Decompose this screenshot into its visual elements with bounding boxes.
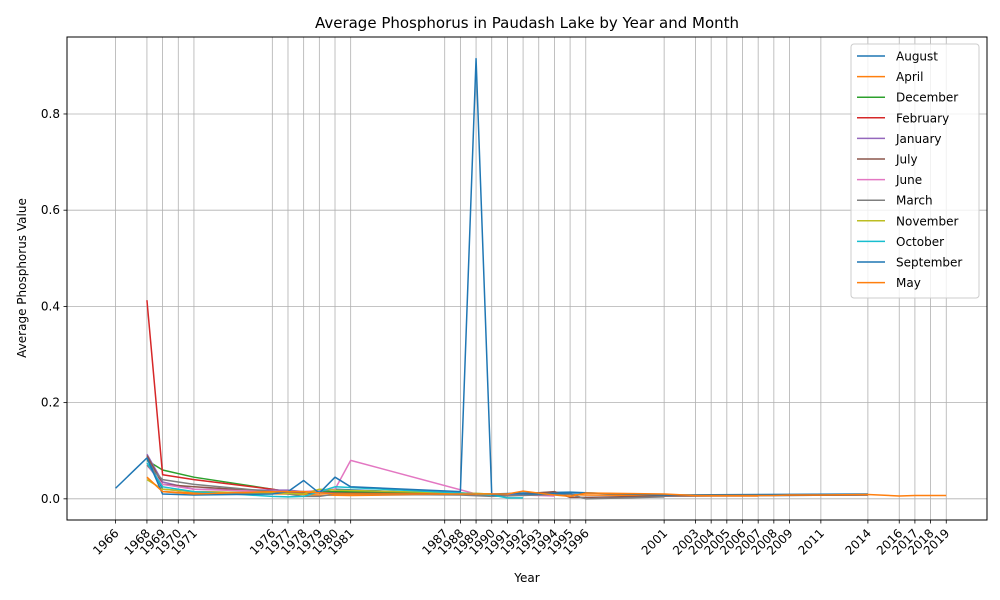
y-tick-label: 0.6 bbox=[41, 203, 60, 217]
legend-label-july: July bbox=[895, 153, 918, 167]
grid-lines bbox=[67, 37, 987, 520]
legend-label-april: April bbox=[896, 70, 923, 84]
legend-label-october: October bbox=[896, 235, 944, 249]
series-line-september bbox=[146, 57, 868, 496]
legend-frame bbox=[850, 43, 980, 299]
legend-label-september: September bbox=[896, 256, 962, 270]
y-tick-label: 0.0 bbox=[41, 492, 60, 506]
y-axis-label: Average Phosphorus Value bbox=[15, 198, 29, 358]
legend: August April December February January July Ju… bbox=[850, 43, 980, 299]
legend-label-february: February bbox=[896, 111, 949, 125]
legend-label-march: March bbox=[896, 194, 933, 208]
y-tick-label: 0.4 bbox=[41, 299, 60, 313]
y-tick-label: 0.8 bbox=[41, 107, 60, 121]
legend-label-june: June bbox=[895, 173, 922, 187]
series-line-may bbox=[146, 476, 947, 498]
legend-label-january: January bbox=[895, 132, 942, 146]
legend-label-november: November bbox=[896, 214, 958, 228]
y-axis-ticks: 0.0 0.2 0.4 0.6 0.8 bbox=[41, 107, 67, 506]
series-lines bbox=[115, 57, 947, 500]
x-axis-label: Year bbox=[513, 571, 539, 585]
series-line-october bbox=[146, 462, 524, 499]
legend-label-august: August bbox=[896, 50, 938, 64]
legend-label-may: May bbox=[896, 276, 921, 290]
legend-label-december: December bbox=[896, 91, 958, 105]
y-tick-label: 0.2 bbox=[41, 396, 60, 410]
series-line-november bbox=[146, 478, 492, 495]
plot-frame bbox=[66, 36, 988, 521]
chart-title: Average Phosphorus in Paudash Lake by Ye… bbox=[315, 14, 739, 32]
plot-background bbox=[67, 37, 987, 520]
